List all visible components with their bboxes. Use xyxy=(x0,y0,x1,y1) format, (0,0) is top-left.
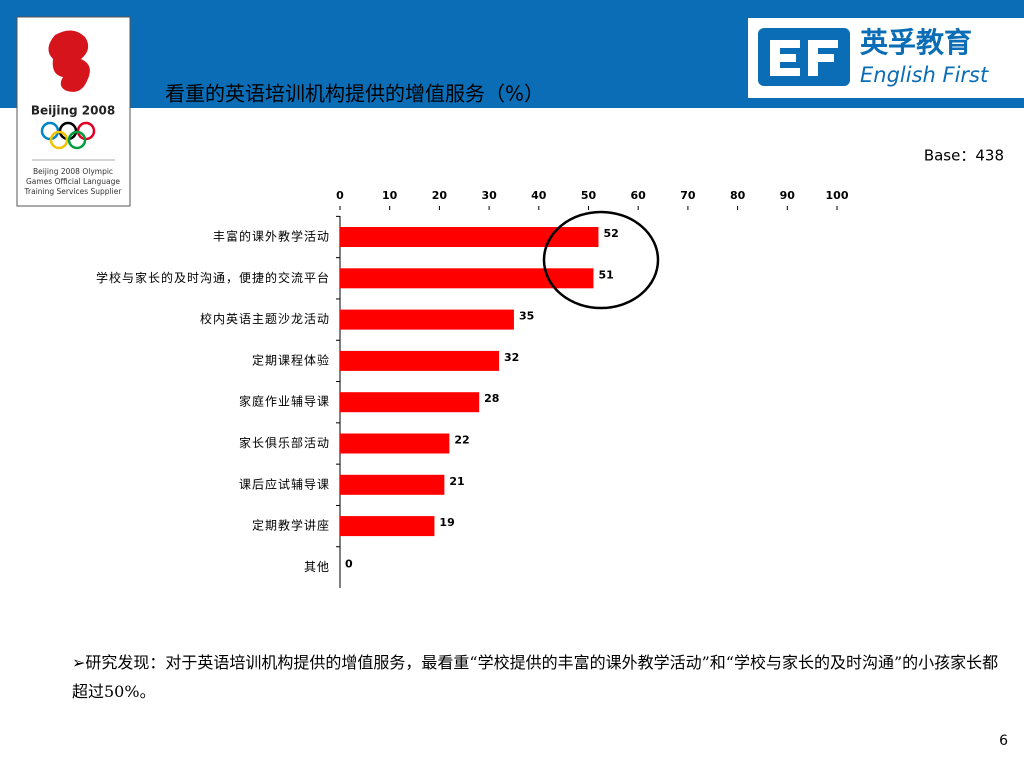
data-label: 21 xyxy=(449,475,464,488)
base-label: Base：438 xyxy=(924,147,1004,165)
brand-en: English First xyxy=(860,63,989,87)
bar xyxy=(340,227,599,247)
slide-title: 看重的英语培训机构提供的增值服务（%） xyxy=(165,82,544,106)
data-label: 28 xyxy=(484,392,499,405)
y-tick-label: 家长俱乐部活动 xyxy=(239,435,330,450)
x-tick-label: 20 xyxy=(432,189,448,202)
y-tick-label: 课后应试辅导课 xyxy=(239,476,330,491)
data-label: 19 xyxy=(439,516,454,529)
data-label: 52 xyxy=(603,227,618,240)
olympic-caption: Beijing 2008 Olympic xyxy=(33,167,113,176)
y-tick-label: 丰富的课外教学活动 xyxy=(213,229,330,244)
page-number: 6 xyxy=(999,733,1008,749)
olympic-caption: Training Services Supplier xyxy=(24,187,123,196)
x-tick-label: 90 xyxy=(780,189,796,202)
y-tick-label: 家庭作业辅导课 xyxy=(239,394,330,409)
x-tick-label: 100 xyxy=(826,189,849,202)
bar xyxy=(340,350,500,371)
x-tick-label: 10 xyxy=(382,189,398,202)
bar xyxy=(340,309,514,330)
x-tick-label: 60 xyxy=(631,189,647,202)
x-tick-label: 80 xyxy=(730,189,746,202)
x-tick-label: 40 xyxy=(531,189,547,202)
data-label: 0 xyxy=(345,557,353,570)
x-tick-label: 50 xyxy=(581,189,597,202)
y-tick-label: 定期教学讲座 xyxy=(252,518,330,533)
y-tick-label: 其他 xyxy=(304,560,330,574)
olympic-rings xyxy=(40,121,96,150)
finding-note: ➢研究发现：对于英语培训机构提供的增值服务，最看重“学校提供的丰富的课外教学活动… xyxy=(72,653,999,701)
brand-cn: 英孚教育 xyxy=(860,26,972,59)
ef-logo xyxy=(758,28,850,86)
bar xyxy=(340,474,445,495)
data-label: 32 xyxy=(504,351,519,364)
olympic-caption: Games Official Language xyxy=(26,177,120,186)
y-tick-label: 学校与家长的及时沟通，便捷的交流平台 xyxy=(96,270,330,285)
data-label: 22 xyxy=(454,434,469,447)
x-tick-label: 30 xyxy=(481,189,497,202)
x-tick-label: 0 xyxy=(336,189,344,202)
y-tick-label: 定期课程体验 xyxy=(252,352,330,367)
data-label: 35 xyxy=(519,310,534,323)
x-tick-label: 70 xyxy=(680,189,696,202)
bar xyxy=(340,268,594,289)
olympic-logo-text: Beijing 2008 xyxy=(31,104,115,118)
data-label: 51 xyxy=(598,268,613,281)
olympic-emblem xyxy=(48,30,90,92)
highlight-circle xyxy=(542,210,660,310)
bar xyxy=(340,392,480,413)
bar xyxy=(340,433,450,454)
y-tick-label: 校内英语主题沙龙活动 xyxy=(200,311,330,326)
bar xyxy=(340,516,435,537)
